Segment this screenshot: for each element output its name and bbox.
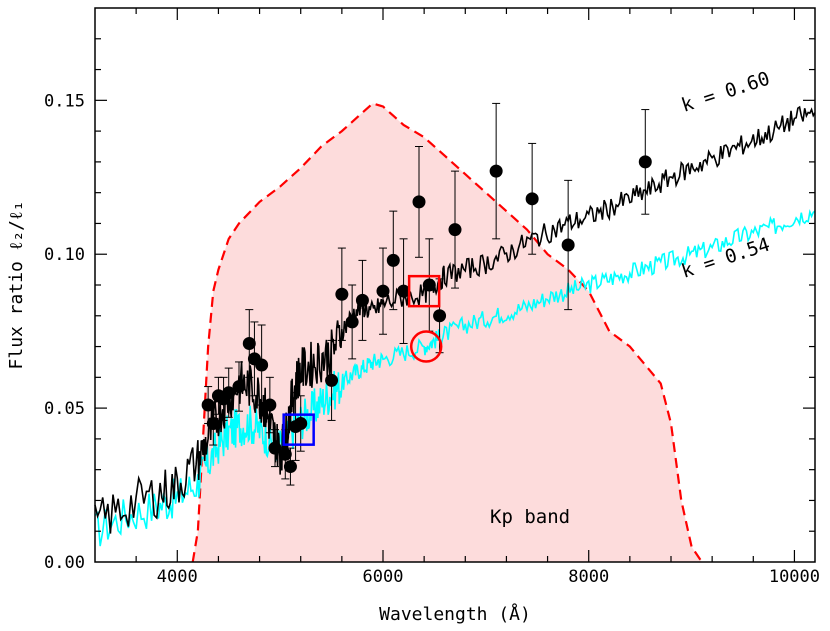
data-point <box>294 417 308 430</box>
spectrum-k054-line <box>94 209 816 547</box>
data-point <box>489 164 503 178</box>
data-point <box>335 287 349 301</box>
data-point <box>433 309 447 323</box>
kp-band-curve <box>191 102 703 563</box>
highlight-markers-layer <box>282 274 443 446</box>
data-point <box>232 380 246 394</box>
blue-square-marker <box>282 413 315 446</box>
data-point <box>448 223 462 237</box>
data-point <box>561 238 575 252</box>
data-point <box>412 195 426 209</box>
annotation-k060: k = 0.60 <box>679 68 773 117</box>
x-tick-label: 4000 <box>157 567 198 587</box>
data-point <box>325 373 339 387</box>
data-point <box>386 253 400 267</box>
axis-ticks-layer: 4000 6000 8000 10000 0.00 0.05 0.10 0.15 <box>44 8 820 587</box>
data-point <box>268 441 282 455</box>
data-point <box>355 293 369 307</box>
y-tick-label: 0.05 <box>44 399 85 419</box>
data-point <box>283 460 297 474</box>
data-point <box>222 386 236 400</box>
data-point <box>263 398 277 412</box>
x-axis-label: Wavelength (Å) <box>379 603 531 625</box>
data-point <box>397 284 411 298</box>
data-point <box>638 155 652 169</box>
red-square-marker <box>407 274 441 308</box>
x-tick-label: 8000 <box>568 567 609 587</box>
data-point <box>278 447 292 461</box>
data-points-layer <box>201 102 652 486</box>
data-point <box>422 278 436 292</box>
y-tick-label: 0.00 <box>44 553 85 573</box>
x-tick-label: 10000 <box>769 567 820 587</box>
data-point <box>206 417 220 430</box>
x-tick-label: 6000 <box>363 567 404 587</box>
data-point <box>376 284 390 298</box>
annotation-kp-band: Kp band <box>490 506 570 528</box>
y-tick-label: 0.10 <box>44 245 85 265</box>
y-axis-label: Flux ratio ℓ₂/ℓ₁ <box>6 201 27 370</box>
red-circle-marker <box>409 330 443 363</box>
data-point <box>525 192 539 206</box>
data-point <box>242 336 256 350</box>
data-point <box>201 398 215 412</box>
data-point <box>345 315 359 329</box>
y-tick-label: 0.15 <box>44 91 85 111</box>
data-point <box>255 358 269 372</box>
